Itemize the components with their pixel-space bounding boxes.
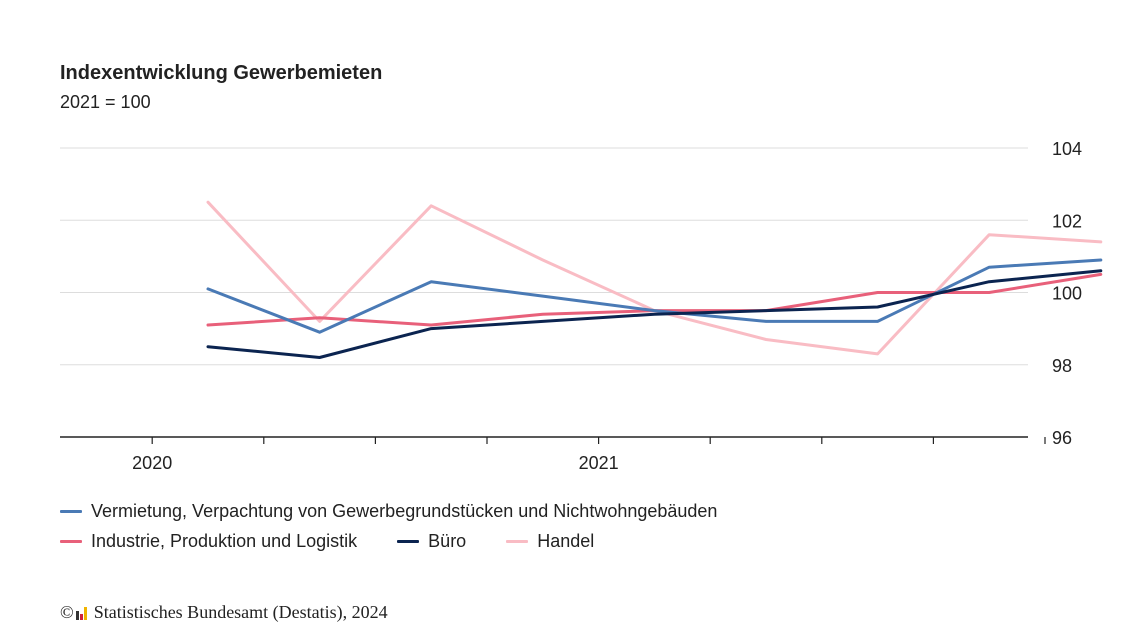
legend-label-industrie: Industrie, Produktion und Logistik [91, 530, 358, 551]
y-tick-label-102: 102 [1052, 211, 1082, 231]
legend-swatch-vermietung [60, 509, 82, 513]
series-line-vermietung [206, 258, 1103, 334]
destatis-logo-icon [75, 606, 88, 620]
series-line-buero [206, 269, 1103, 359]
chart-subtitle: 2021 = 100 [60, 92, 151, 112]
footer: © Statistisches Bundesamt (Destatis), 20… [60, 602, 388, 623]
line-chart: 96 98 100 102 104 2020 2021 [60, 139, 1103, 473]
legend-label-buero: Büro [428, 530, 467, 551]
legend-label-handel: Handel [537, 530, 595, 551]
legend-item-handel[interactable]: Handel [506, 531, 594, 552]
legend-swatch-industrie [60, 539, 82, 543]
legend-item-industrie[interactable]: Industrie, Produktion und Logistik [60, 531, 357, 552]
legend: Vermietung, Verpachtung von Gewerbegrund… [60, 496, 757, 556]
legend-swatch-buero [397, 539, 420, 543]
x-axis: 2020 2021 [60, 436, 1046, 473]
source-text: Statistisches Bundesamt (Destatis), 2024 [93, 602, 388, 622]
chart-title: Indexentwicklung Gewerbemieten [60, 62, 383, 84]
copyright-symbol: © [60, 602, 74, 622]
grid-layer [60, 147, 1028, 366]
legend-swatch-handel [506, 539, 529, 543]
x-tick-label-2021: 2021 [579, 453, 619, 473]
legend-item-vermietung[interactable]: Vermietung, Verpachtung von Gewerbegrund… [60, 501, 717, 522]
y-axis-ticks: 96 98 100 102 104 [1052, 139, 1082, 448]
x-tick-label-2020: 2020 [132, 453, 172, 473]
y-tick-label-96: 96 [1052, 428, 1072, 448]
legend-label-vermietung: Vermietung, Verpachtung von Gewerbegrund… [91, 500, 718, 521]
y-tick-label-98: 98 [1052, 356, 1072, 376]
legend-item-buero[interactable]: Büro [397, 531, 466, 552]
y-tick-label-100: 100 [1052, 284, 1082, 304]
series-layer [206, 200, 1103, 359]
y-tick-label-104: 104 [1052, 139, 1082, 159]
